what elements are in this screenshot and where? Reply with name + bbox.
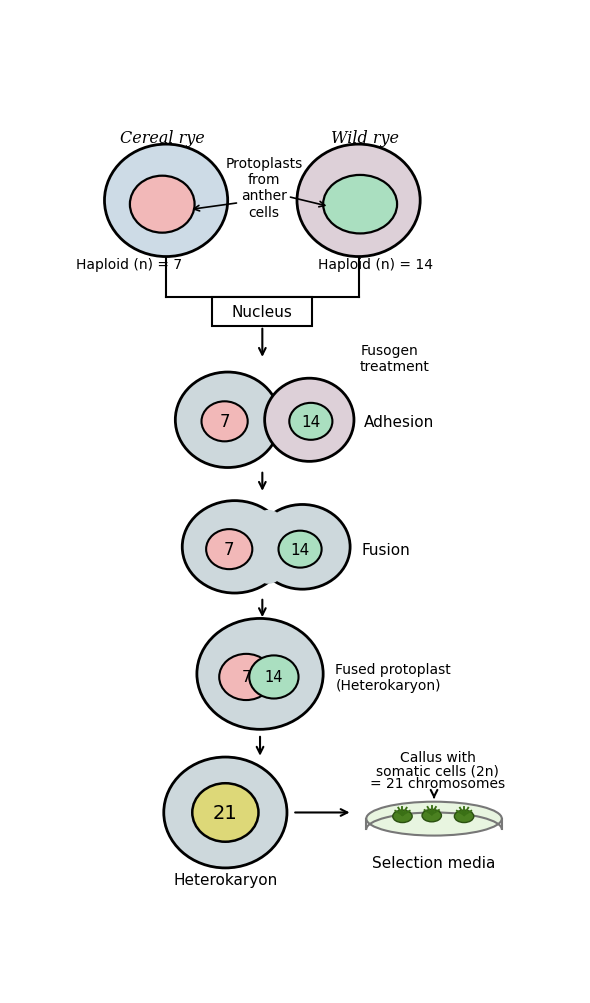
Ellipse shape (182, 502, 287, 594)
Ellipse shape (197, 619, 323, 729)
Text: Fused protoplast: Fused protoplast (336, 663, 451, 677)
Text: 14: 14 (301, 414, 320, 429)
Text: Heterokaryon: Heterokaryon (173, 872, 277, 887)
Text: Fusion: Fusion (362, 542, 411, 557)
Ellipse shape (245, 511, 291, 584)
Text: Fusogen
treatment: Fusogen treatment (360, 344, 430, 374)
Text: Haploid (n) = 7: Haploid (n) = 7 (76, 258, 182, 272)
Text: Nucleus: Nucleus (232, 304, 293, 319)
Ellipse shape (164, 757, 287, 868)
Ellipse shape (366, 802, 502, 835)
Ellipse shape (104, 145, 228, 258)
Ellipse shape (323, 176, 397, 235)
Text: somatic cells (2n): somatic cells (2n) (376, 763, 499, 777)
Text: 7: 7 (241, 670, 251, 685)
Text: 7: 7 (219, 413, 230, 431)
Ellipse shape (265, 379, 354, 462)
Text: Protoplasts
from
anther
cells: Protoplasts from anther cells (225, 156, 303, 220)
Text: Adhesion: Adhesion (364, 414, 434, 429)
Text: Wild rye: Wild rye (331, 130, 399, 147)
Ellipse shape (130, 177, 195, 234)
Ellipse shape (393, 810, 412, 822)
Ellipse shape (255, 505, 350, 590)
Ellipse shape (175, 373, 280, 468)
Text: = 21 chromosomes: = 21 chromosomes (371, 776, 506, 790)
Text: Cereal rye: Cereal rye (120, 130, 205, 147)
Text: Selection media: Selection media (372, 856, 496, 871)
Ellipse shape (249, 656, 299, 699)
Text: 21: 21 (213, 803, 238, 822)
Ellipse shape (278, 532, 322, 568)
Ellipse shape (422, 809, 441, 822)
Ellipse shape (289, 403, 332, 440)
Text: 7: 7 (224, 541, 234, 559)
Ellipse shape (206, 530, 253, 570)
Text: 14: 14 (290, 542, 310, 557)
Text: (Heterokaryon): (Heterokaryon) (336, 678, 441, 692)
Ellipse shape (202, 402, 248, 442)
Ellipse shape (219, 654, 273, 700)
Ellipse shape (297, 145, 420, 258)
Text: Callus with: Callus with (400, 750, 476, 764)
Text: Haploid (n) = 14: Haploid (n) = 14 (318, 258, 433, 272)
Ellipse shape (192, 783, 258, 842)
Ellipse shape (454, 810, 474, 822)
Text: 14: 14 (265, 670, 283, 685)
FancyBboxPatch shape (212, 297, 312, 327)
